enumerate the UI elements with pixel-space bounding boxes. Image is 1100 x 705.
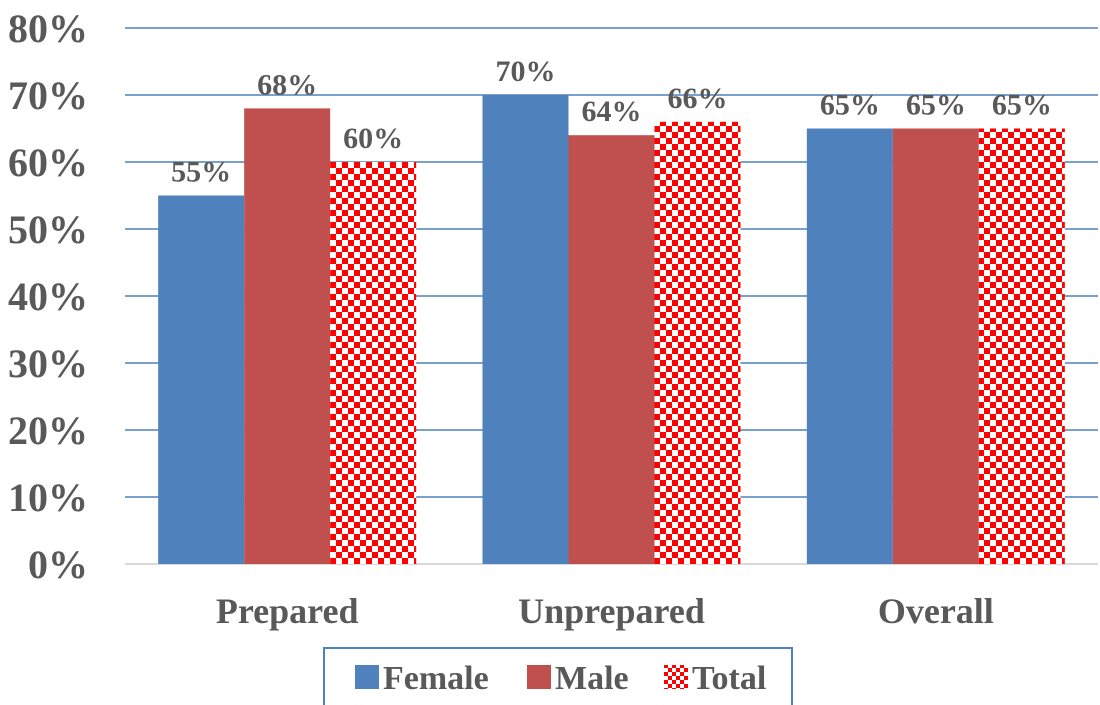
bar-male-unprepared (568, 135, 655, 564)
data-label: 68% (257, 68, 317, 101)
y-tick-label: 30% (8, 341, 88, 386)
legend-label-male: Male (555, 660, 629, 697)
y-tick-label: 10% (8, 475, 88, 520)
x-tick-label: Unprepared (518, 591, 705, 631)
y-tick-label: 60% (8, 140, 88, 185)
y-axis-tick-labels: 0% 10% 20% 30% 40% 50% 60% 70% 80% (8, 6, 88, 587)
data-label: 70% (496, 55, 556, 88)
bar-male-prepared (244, 108, 331, 565)
legend: Female Male Total (323, 647, 793, 705)
y-tick-label: 20% (8, 408, 88, 453)
data-label: 65% (906, 89, 966, 122)
x-tick-label: Prepared (216, 591, 359, 631)
legend-label-female: Female (383, 660, 489, 697)
data-labels: 55% 68% 60% 70% 64% 66% 65% 65% 65% (171, 55, 1052, 189)
bar-total-unprepared (654, 121, 741, 565)
bar-male-overall (892, 128, 979, 564)
data-label: 64% (582, 95, 642, 128)
bars (158, 95, 1065, 565)
legend-swatch-male (527, 665, 551, 689)
data-label: 66% (668, 82, 728, 115)
y-tick-label: 0% (28, 542, 88, 587)
bar-female-overall (806, 128, 893, 564)
data-label: 60% (343, 122, 403, 155)
bar-female-unprepared (482, 95, 569, 564)
y-tick-label: 70% (8, 73, 88, 118)
y-tick-label: 50% (8, 207, 88, 252)
legend-swatch-female (355, 665, 379, 689)
x-axis-tick-labels: Prepared Unprepared Overall (216, 591, 994, 631)
y-tick-label: 40% (8, 274, 88, 319)
x-tick-label: Overall (878, 591, 994, 631)
bar-total-overall (978, 128, 1065, 564)
data-label: 55% (171, 156, 231, 189)
y-tick-label: 80% (8, 6, 88, 51)
legend-label-total: Total (692, 660, 766, 697)
data-label: 65% (992, 89, 1052, 122)
legend-swatch-total (664, 665, 688, 689)
legend-box (323, 647, 793, 705)
bar-female-prepared (158, 195, 245, 564)
bar-total-prepared (330, 162, 417, 564)
data-label: 65% (820, 89, 880, 122)
